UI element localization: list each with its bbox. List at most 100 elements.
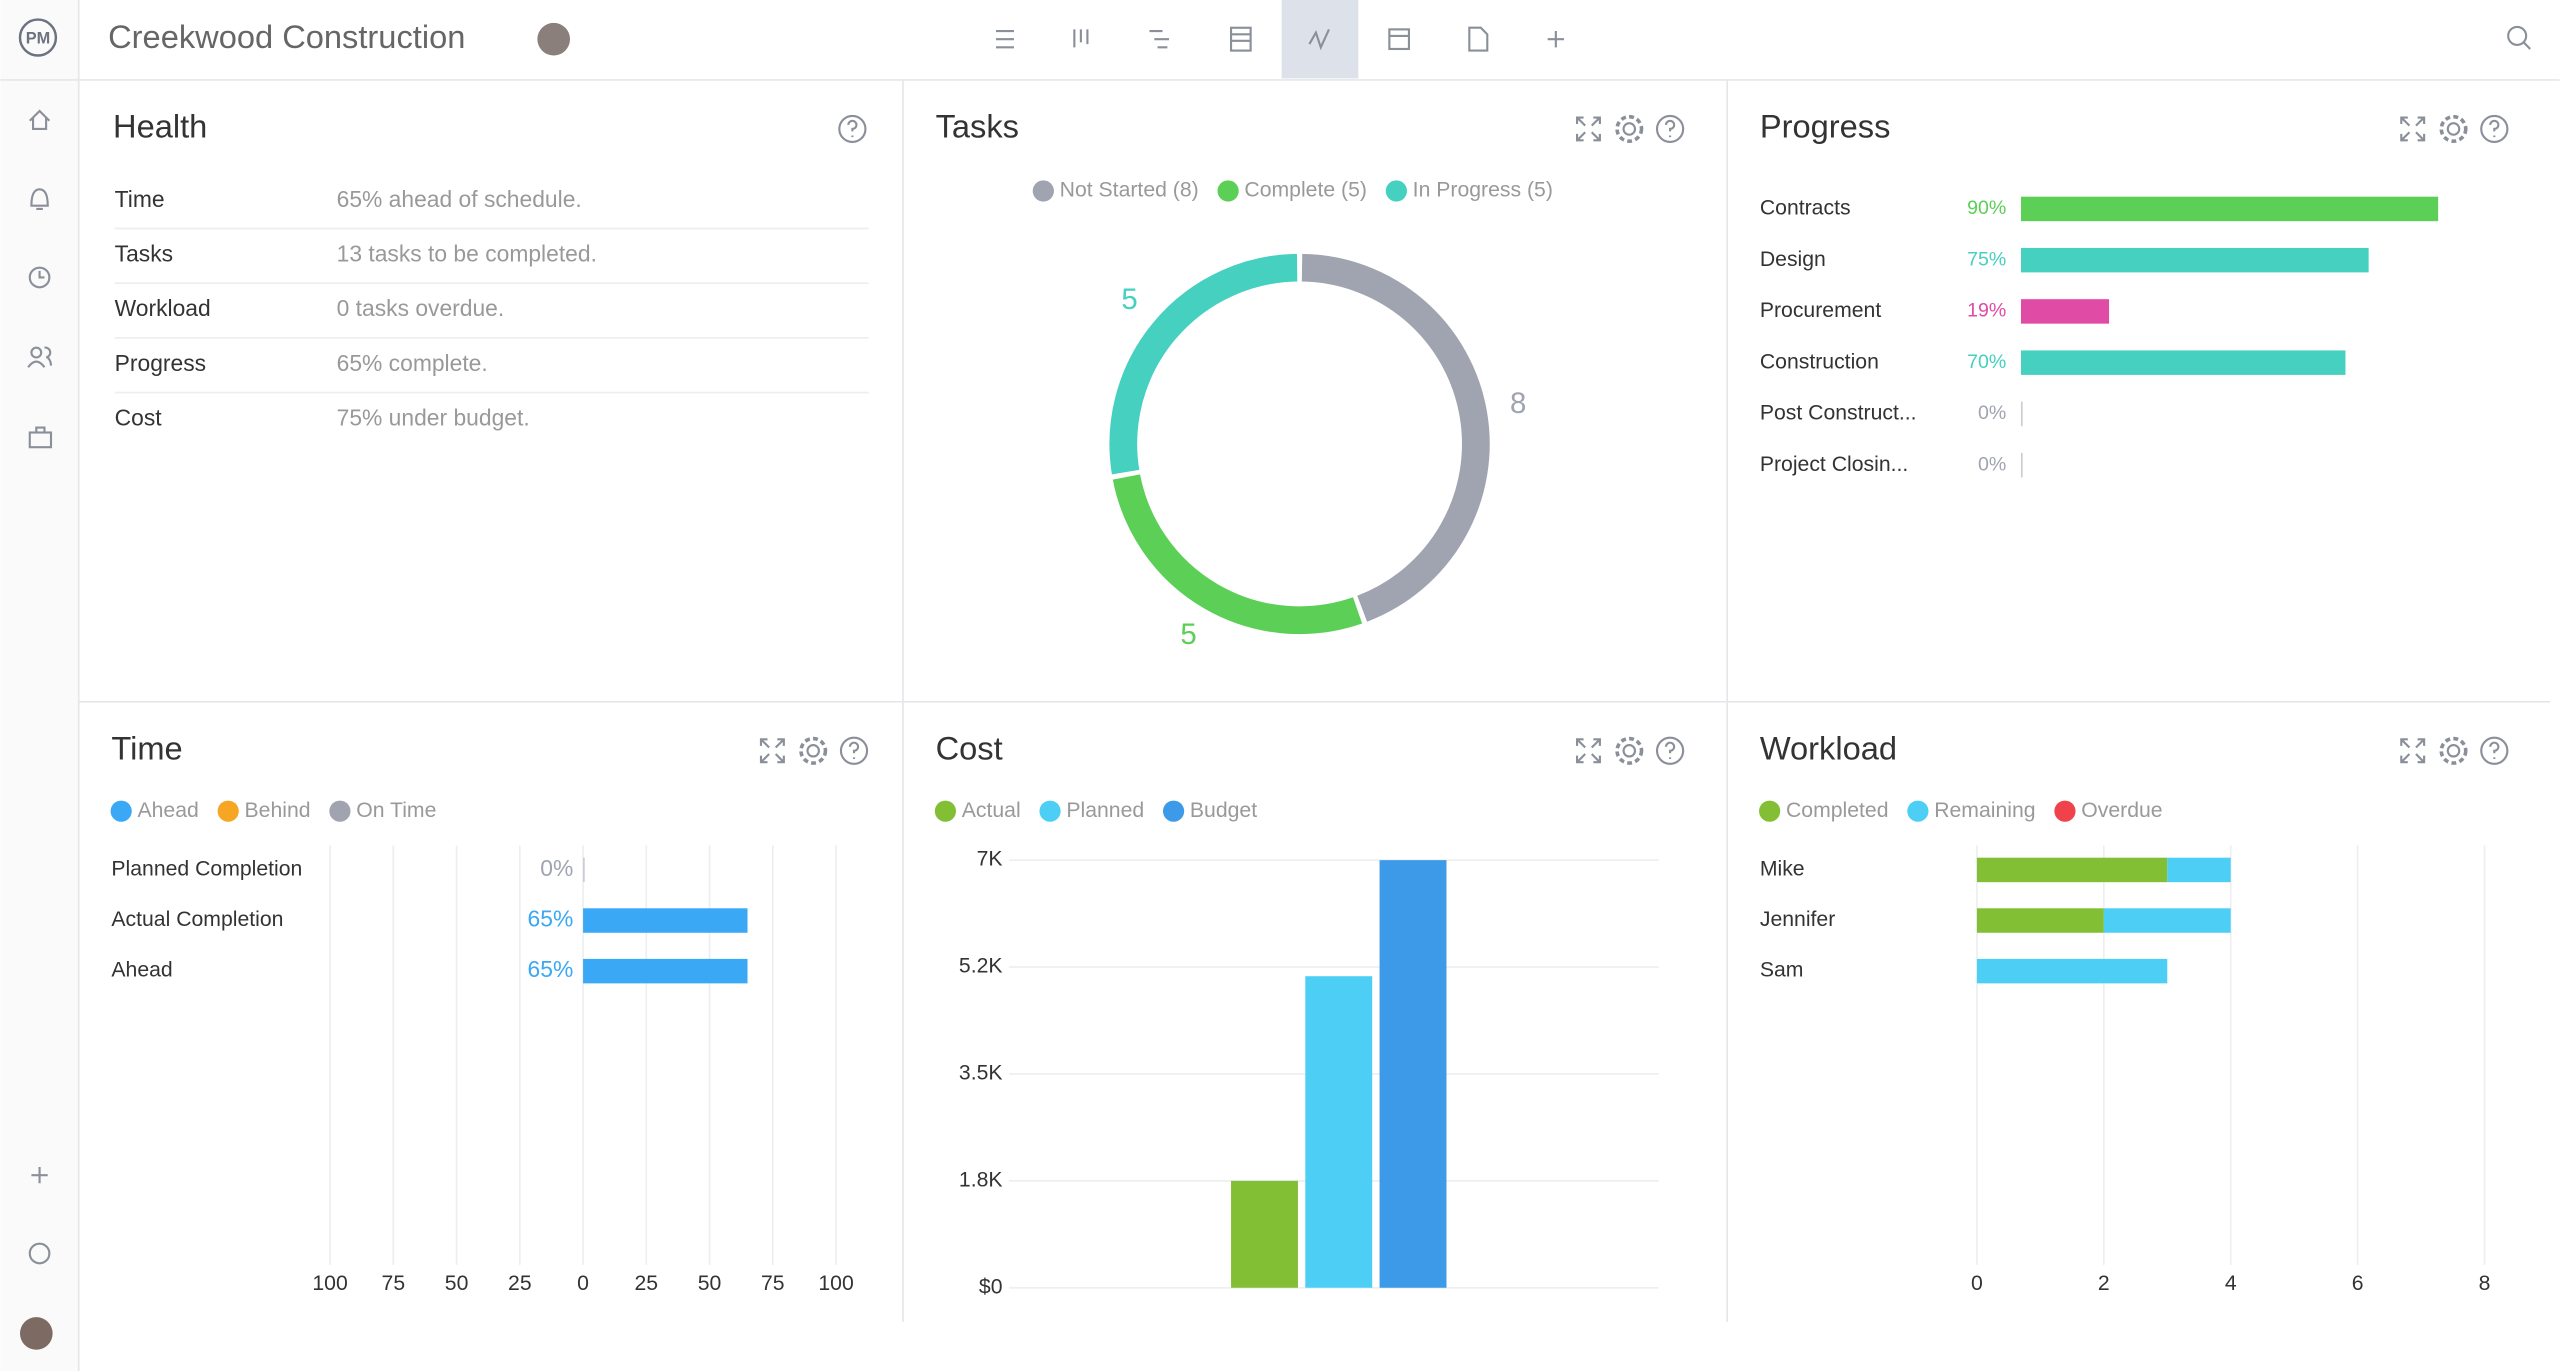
legend-dot: [1032, 180, 1054, 202]
help-button[interactable]: [2480, 114, 2509, 144]
legend-dot: [1217, 180, 1239, 202]
help-circle: [838, 114, 867, 144]
board-view[interactable]: [1073, 29, 1089, 48]
legend-dot: [934, 800, 957, 822]
value-label: 19%: [1967, 300, 2006, 322]
gear-outer: [2439, 114, 2468, 143]
logo[interactable]: [18, 18, 58, 57]
help-icon[interactable]: [28, 1242, 51, 1265]
donut-segment: [1109, 253, 1298, 475]
legend-label: Not Started (8): [1060, 179, 1199, 202]
health-text: 75% under budget.: [337, 404, 530, 430]
user-avatar[interactable]: [19, 1317, 53, 1350]
value-label: 70%: [1967, 351, 2006, 373]
help-circle: [1655, 736, 1685, 765]
gear-outer: [1615, 114, 1644, 143]
sidebar: [0, 0, 79, 1371]
sheet-view[interactable]: [1229, 26, 1252, 52]
gear-inner: [806, 744, 820, 758]
legend-label: Actual: [962, 799, 1021, 822]
dashboard-view[interactable]: [1308, 28, 1330, 51]
legend-label: On Time: [356, 799, 436, 822]
project-title: Creekwood Construction: [108, 18, 465, 55]
list-view[interactable]: [996, 29, 1014, 49]
gear-button[interactable]: [1615, 736, 1644, 765]
bar: [1305, 976, 1373, 1288]
x-tick-label: 0: [577, 1272, 589, 1295]
gear-button[interactable]: [799, 736, 828, 765]
health-text: 0 tasks overdue.: [337, 295, 505, 321]
people-icon[interactable]: [30, 346, 43, 359]
help-button[interactable]: [2480, 736, 2509, 765]
x-tick-label: 6: [2352, 1272, 2364, 1295]
portfolio-icon[interactable]: [28, 431, 53, 449]
add-icon[interactable]: [31, 1166, 48, 1184]
search-icon[interactable]: [2507, 25, 2528, 46]
expand-button[interactable]: [1575, 738, 1601, 764]
health-label: Time: [115, 186, 165, 212]
gear-inner: [2446, 122, 2461, 136]
legend-dot: [329, 800, 351, 822]
gantt-view[interactable]: [1149, 29, 1170, 49]
panel-title: Tasks: [936, 108, 1019, 145]
logo-text: PM: [26, 29, 50, 47]
category-label: Planned Completion: [111, 858, 302, 881]
health-label: Progress: [115, 350, 206, 376]
donut-value-label: 8: [1510, 387, 1526, 420]
gear-button[interactable]: [2439, 736, 2468, 765]
expand-button[interactable]: [2400, 116, 2426, 142]
legend-dot: [217, 800, 239, 822]
category-label: Contracts: [1760, 197, 1851, 220]
panel-title: Workload: [1760, 729, 1897, 766]
expand-glyph: [2400, 116, 2426, 142]
expand-button[interactable]: [1575, 116, 1601, 142]
gear-button[interactable]: [1615, 114, 1644, 143]
value-label: 0%: [1978, 453, 2006, 475]
help-circle: [1655, 114, 1685, 144]
y-tick-label: 7K: [977, 848, 1003, 871]
x-tick-label: 8: [2479, 1272, 2491, 1295]
x-tick-label: 50: [445, 1272, 469, 1295]
time-icon[interactable]: [28, 266, 51, 289]
category-label: Project Closin...: [1760, 453, 1908, 476]
expand-button[interactable]: [759, 738, 785, 764]
bar: [2020, 401, 2023, 427]
gear-button[interactable]: [2439, 114, 2468, 143]
help-button[interactable]: [838, 114, 867, 144]
y-tick-label: $0: [979, 1275, 1003, 1298]
donut-value-label: 5: [1121, 283, 1137, 316]
project-avatar[interactable]: [537, 22, 571, 56]
home-icon[interactable]: [29, 109, 51, 131]
add-view[interactable]: [1547, 31, 1564, 48]
category-label: Procurement: [1760, 299, 1881, 322]
health-label: Tasks: [115, 240, 173, 266]
gear-inner: [2446, 744, 2461, 758]
value-label: 75%: [1967, 248, 2006, 270]
x-tick-label: 100: [312, 1272, 347, 1295]
x-tick-label: 0: [1971, 1272, 1983, 1295]
help-button[interactable]: [839, 736, 869, 765]
calendar-view[interactable]: [1388, 28, 1411, 51]
active-view-tab: [1281, 0, 1359, 79]
notifications-icon[interactable]: [30, 188, 49, 210]
legend-dot: [110, 800, 132, 822]
help-button[interactable]: [1655, 114, 1685, 144]
expand-glyph: [1575, 116, 1601, 142]
expand-glyph: [759, 738, 785, 764]
legend-dot: [1907, 800, 1929, 822]
health-label: Cost: [115, 404, 163, 430]
help-button[interactable]: [1655, 736, 1685, 765]
bar: [583, 958, 748, 984]
help-circle: [2480, 114, 2509, 144]
legend-dot: [1162, 800, 1185, 822]
bar: [2020, 299, 2110, 324]
health-text: 65% ahead of schedule.: [337, 186, 582, 212]
category-label: Actual Completion: [111, 908, 283, 931]
files-view[interactable]: [1468, 26, 1489, 52]
y-tick-label: 5.2K: [959, 955, 1003, 978]
expand-button[interactable]: [2400, 738, 2426, 764]
bar-segment: [1976, 908, 2104, 933]
donut-segment: [1301, 253, 1490, 622]
legend-label: Behind: [245, 799, 311, 822]
